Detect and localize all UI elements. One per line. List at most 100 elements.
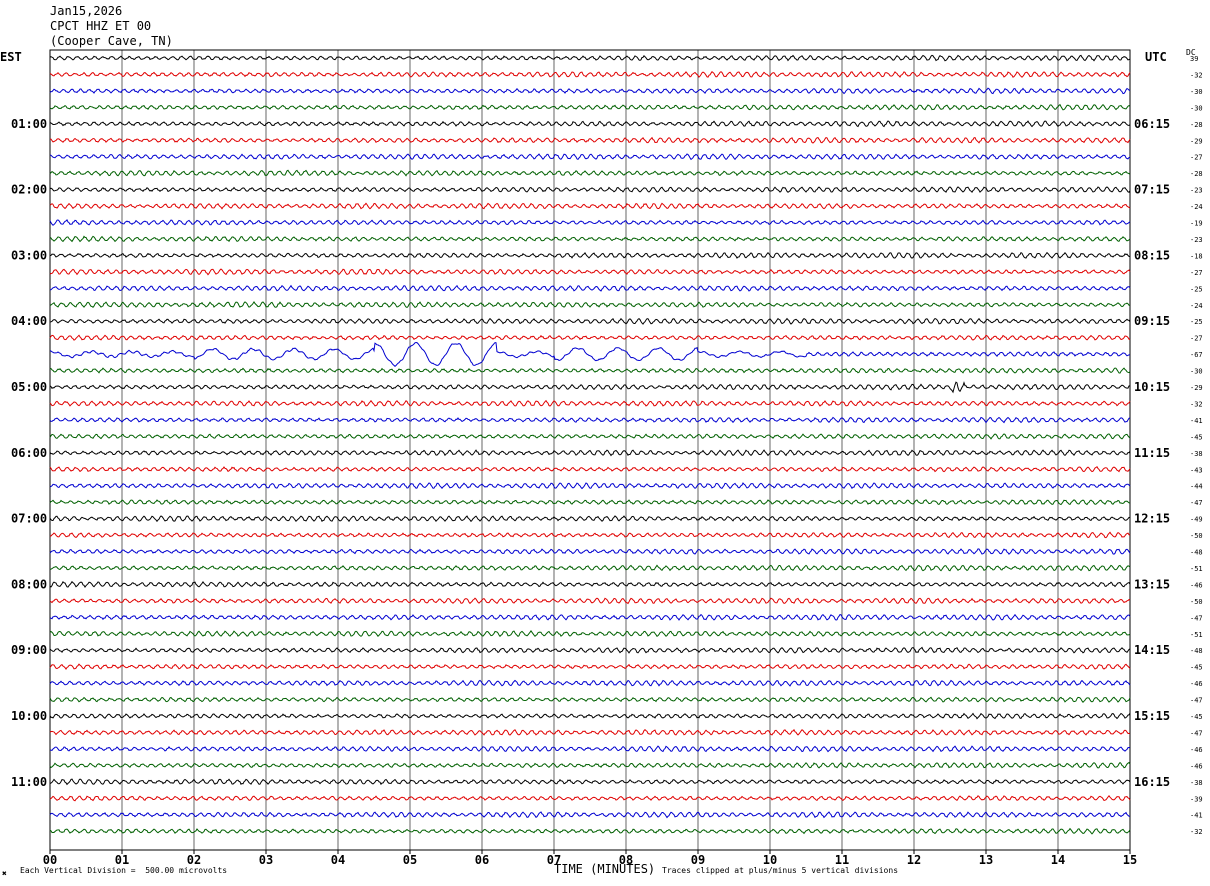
dc-offset-label-28: -49 bbox=[1190, 516, 1203, 524]
trace-line-34 bbox=[49, 613, 1131, 621]
x-tick-label-09: 09 bbox=[691, 853, 705, 867]
trace-line-39 bbox=[49, 696, 1131, 703]
dc-offset-label-45: -39 bbox=[1190, 795, 1203, 803]
trace-line-18 bbox=[49, 341, 1131, 367]
trace-line-2 bbox=[49, 87, 1131, 95]
trace-line-47 bbox=[49, 827, 1131, 835]
x-tick-label-14: 14 bbox=[1051, 853, 1065, 867]
dc-offset-label-47: -32 bbox=[1190, 828, 1203, 836]
dc-offset-label-32: -46 bbox=[1190, 581, 1203, 589]
hour-label-est-9: 10:00 bbox=[11, 709, 47, 723]
trace-line-26 bbox=[49, 482, 1131, 490]
trace-line-7 bbox=[49, 169, 1131, 177]
trace-line-44 bbox=[49, 778, 1131, 786]
hour-label-utc-4: 10:15 bbox=[1134, 380, 1170, 394]
dc-offset-label-41: -47 bbox=[1190, 729, 1203, 737]
dc-offset-label-19: -30 bbox=[1190, 368, 1203, 376]
trace-line-11 bbox=[49, 235, 1131, 243]
dc-offset-label-21: -32 bbox=[1190, 400, 1203, 408]
dc-offset-label-10: -19 bbox=[1190, 220, 1203, 228]
dc-offset-label-6: -27 bbox=[1190, 154, 1203, 162]
header-station: CPCT HHZ ET 00 bbox=[50, 19, 152, 33]
header-location: (Cooper Cave, TN) bbox=[50, 34, 173, 48]
hour-label-utc-8: 14:15 bbox=[1134, 643, 1170, 657]
hour-label-est-0: 01:00 bbox=[11, 117, 47, 131]
trace-line-38 bbox=[49, 679, 1131, 687]
trace-line-46 bbox=[49, 811, 1130, 819]
dc-offset-label-24: -38 bbox=[1190, 450, 1203, 458]
trace-line-19 bbox=[49, 367, 1131, 374]
x-tick-label-03: 03 bbox=[259, 853, 273, 867]
hour-label-est-6: 07:00 bbox=[11, 512, 47, 526]
dc-offset-label-2: -30 bbox=[1190, 88, 1203, 96]
x-tick-label-06: 06 bbox=[475, 853, 489, 867]
dc-offset-label-18: -67 bbox=[1190, 351, 1203, 359]
x-tick-label-12: 12 bbox=[907, 853, 921, 867]
trace-line-15 bbox=[49, 300, 1131, 309]
dc-offset-label-5: -29 bbox=[1190, 137, 1203, 145]
dc-offset-label-35: -51 bbox=[1190, 631, 1203, 639]
trace-line-0 bbox=[49, 54, 1131, 62]
trace-line-8 bbox=[49, 186, 1131, 194]
dc-offset-label-33: -50 bbox=[1190, 598, 1203, 606]
trace-line-25 bbox=[49, 465, 1131, 473]
hour-label-est-3: 04:00 bbox=[11, 314, 47, 328]
trace-line-36 bbox=[49, 646, 1131, 654]
x-tick-label-02: 02 bbox=[187, 853, 201, 867]
trace-line-17 bbox=[49, 334, 1131, 341]
hour-label-est-2: 03:00 bbox=[11, 248, 47, 262]
dc-offset-label-42: -46 bbox=[1190, 746, 1203, 754]
hour-label-utc-6: 12:15 bbox=[1134, 512, 1170, 526]
trace-line-35 bbox=[49, 630, 1131, 638]
trace-line-12 bbox=[49, 251, 1131, 259]
hour-label-est-7: 08:00 bbox=[11, 577, 47, 591]
right-timezone-label: UTC bbox=[1145, 50, 1167, 64]
dc-offset-label-0: 39 bbox=[1190, 55, 1198, 63]
dc-offset-label-38: -46 bbox=[1190, 680, 1203, 688]
trace-line-5 bbox=[50, 136, 1131, 144]
dc-offset-label-26: -44 bbox=[1190, 483, 1203, 491]
dc-offset-label-37: -45 bbox=[1190, 664, 1203, 672]
header-date: Jan15,2026 bbox=[50, 4, 123, 18]
trace-line-6 bbox=[49, 153, 1131, 161]
trace-line-28 bbox=[49, 515, 1131, 523]
trace-line-45 bbox=[49, 794, 1131, 802]
dc-offset-label-15: -24 bbox=[1190, 302, 1203, 310]
hour-label-est-1: 02:00 bbox=[11, 183, 47, 197]
dc-offset-label-36: -48 bbox=[1190, 647, 1203, 655]
dc-offset-label-11: -23 bbox=[1190, 236, 1203, 244]
trace-line-42 bbox=[50, 745, 1131, 753]
trace-line-32 bbox=[49, 580, 1131, 589]
dc-offset-label-13: -27 bbox=[1190, 269, 1203, 277]
trace-line-41 bbox=[49, 728, 1131, 736]
trace-line-13 bbox=[49, 268, 1131, 276]
dc-label: DC bbox=[1186, 48, 1196, 57]
trace-line-22 bbox=[49, 416, 1131, 424]
x-tick-label-15: 15 bbox=[1123, 853, 1137, 867]
trace-line-29 bbox=[49, 531, 1131, 539]
trace-line-43 bbox=[49, 761, 1131, 769]
hour-label-utc-9: 15:15 bbox=[1134, 709, 1170, 723]
trace-line-21 bbox=[49, 399, 1131, 407]
trace-line-9 bbox=[49, 202, 1131, 210]
dc-offset-label-43: -46 bbox=[1190, 762, 1203, 770]
dc-offset-label-34: -47 bbox=[1190, 614, 1203, 622]
x-tick-label-04: 04 bbox=[331, 853, 345, 867]
hour-label-utc-1: 07:15 bbox=[1134, 183, 1170, 197]
dc-offset-label-27: -47 bbox=[1190, 499, 1203, 507]
dc-offset-label-20: -29 bbox=[1190, 384, 1203, 392]
trace-line-4 bbox=[49, 120, 1131, 128]
dc-offset-label-25: -43 bbox=[1190, 466, 1203, 474]
dc-offset-label-23: -45 bbox=[1190, 433, 1203, 441]
dc-offset-label-9: -24 bbox=[1190, 203, 1203, 211]
trace-line-14 bbox=[49, 284, 1131, 292]
trace-line-1 bbox=[49, 70, 1131, 78]
trace-line-20 bbox=[49, 381, 1131, 394]
hour-label-est-10: 11:00 bbox=[11, 775, 47, 789]
footer-mark: ✖ bbox=[2, 869, 7, 878]
hour-label-est-5: 06:00 bbox=[11, 446, 47, 460]
hour-label-est-8: 09:00 bbox=[11, 643, 47, 657]
hour-label-utc-0: 06:15 bbox=[1134, 117, 1170, 131]
dc-offset-label-29: -50 bbox=[1190, 532, 1203, 540]
